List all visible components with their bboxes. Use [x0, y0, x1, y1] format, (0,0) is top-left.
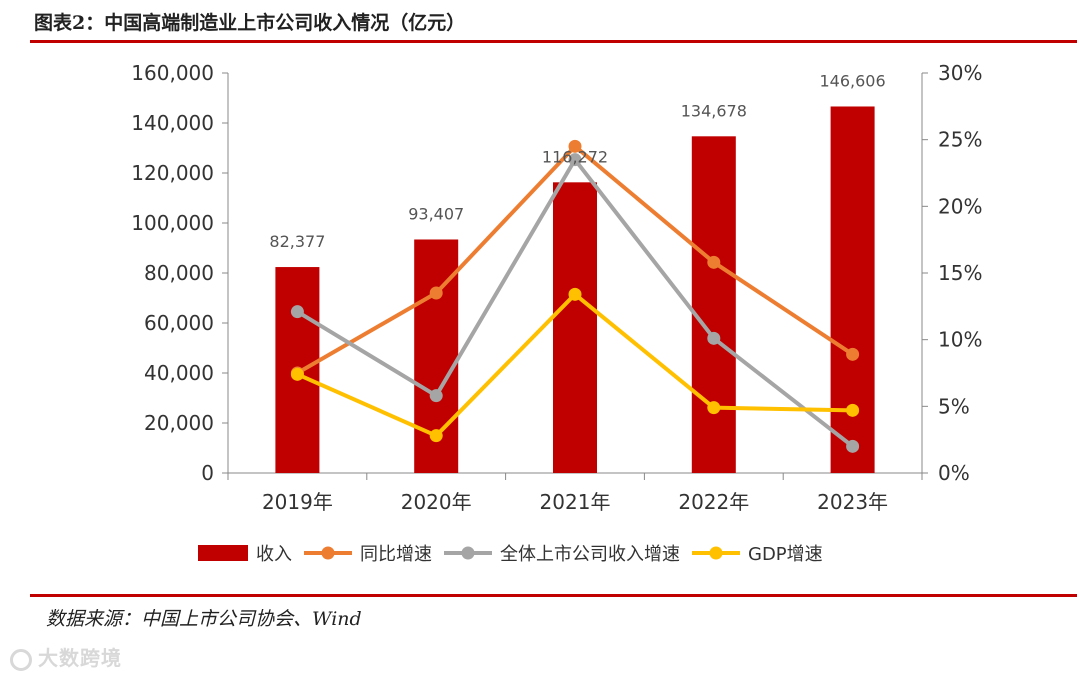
x-tick-label: 2019年 [262, 490, 333, 514]
bar-data-label: 82,377 [269, 232, 325, 251]
legend-swatch-bar [198, 545, 248, 561]
series-point [568, 139, 582, 153]
x-tick-label: 2021年 [540, 490, 611, 514]
series-point [429, 389, 443, 403]
chart: 0 20,000 40,000 60,000 80,000 100,000 120,000 1… [131, 61, 982, 565]
series-point [846, 347, 860, 361]
y-right-tick-label: 25% [938, 128, 982, 152]
y-right-tick-label: 15% [938, 261, 982, 285]
x-tick-label: 2023年 [817, 490, 888, 514]
y-left-tick-label: 160,000 [131, 61, 214, 85]
series-point [568, 153, 582, 167]
title-rule [30, 40, 1077, 43]
series-point [568, 287, 582, 301]
bar-data-label: 146,606 [820, 71, 886, 90]
y-right-tick-label: 0% [938, 461, 970, 485]
series-point [846, 403, 860, 417]
bar-data-label: 134,678 [681, 101, 747, 120]
series-point [429, 286, 443, 300]
y-right-tick-label: 20% [938, 194, 982, 218]
y-right-tick-label: 30% [938, 61, 982, 85]
watermark: 大数跨境 [10, 642, 122, 671]
figure-title: 图表2：中国高端制造业上市公司收入情况（亿元） [34, 12, 466, 34]
y-left-tick-label: 0 [201, 461, 214, 485]
y-left-tick-label: 40,000 [144, 361, 214, 385]
legend-label: 全体上市公司收入增速 [500, 544, 680, 565]
legend-swatch-marker [321, 546, 335, 560]
bar [691, 136, 736, 473]
series-point [846, 439, 860, 453]
watermark-text: 大数跨境 [38, 646, 122, 670]
series-point [290, 367, 304, 381]
bar [553, 182, 597, 473]
y-left-tick-label: 140,000 [131, 111, 214, 135]
bar [830, 106, 875, 474]
legend-label: 同比增速 [360, 544, 432, 565]
x-tick-label: 2022年 [678, 490, 749, 514]
legend-swatch-marker [709, 546, 723, 560]
x-tick-label: 2020年 [401, 490, 472, 514]
series-point [707, 401, 721, 415]
y-right-tick-label: 5% [938, 394, 970, 418]
legend-label: GDP增速 [748, 544, 823, 565]
legend-swatch-marker [461, 546, 475, 560]
bar-data-label: 93,407 [408, 204, 464, 223]
y-left-tick-label: 60,000 [144, 311, 214, 335]
bar-data-label: 116,272 [542, 147, 608, 166]
watermark-logo-icon [10, 648, 32, 671]
y-left-tick-label: 80,000 [144, 261, 214, 285]
series-point [707, 255, 721, 269]
series-point [429, 429, 443, 443]
y-left-tick-label: 100,000 [131, 211, 214, 235]
y-left-tick-label: 20,000 [144, 411, 214, 435]
source-note: 数据来源：中国上市公司协会、Wind [46, 608, 362, 630]
source-rule [30, 594, 1077, 597]
y-left-tick-label: 120,000 [131, 161, 214, 185]
y-right-tick-label: 10% [938, 328, 982, 352]
legend-label: 收入 [256, 544, 292, 565]
series-point [707, 331, 721, 345]
series-point [290, 305, 304, 319]
